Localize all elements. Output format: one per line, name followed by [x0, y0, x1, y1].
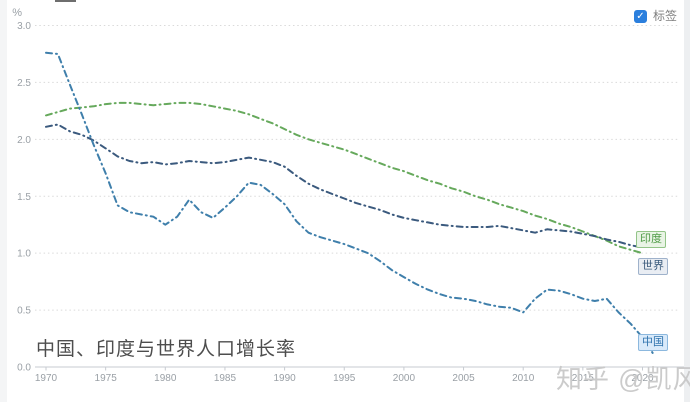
svg-text:1.0: 1.0 [17, 249, 31, 260]
labels-checkbox-label: 标签 [653, 9, 678, 23]
svg-text:2010: 2010 [512, 373, 535, 384]
svg-text:1975: 1975 [95, 373, 118, 384]
svg-text:1985: 1985 [214, 373, 237, 384]
svg-text:1.5: 1.5 [17, 192, 31, 203]
svg-text:1995: 1995 [333, 373, 356, 384]
svg-text:2005: 2005 [452, 373, 475, 384]
svg-text:2.5: 2.5 [17, 78, 31, 89]
svg-text:2000: 2000 [393, 373, 416, 384]
series-label-china: 中国 [638, 334, 668, 351]
svg-text:2015: 2015 [572, 373, 595, 384]
svg-text:%: % [12, 7, 22, 19]
svg-text:1980: 1980 [154, 373, 177, 384]
series-label-world: 世界 [638, 258, 668, 275]
labels-checkbox[interactable]: ✓ [634, 9, 647, 23]
svg-text:0.5: 0.5 [17, 306, 31, 317]
svg-text:1990: 1990 [273, 373, 296, 384]
svg-text:2.0: 2.0 [17, 135, 31, 146]
svg-text:2020: 2020 [631, 373, 654, 384]
chart-title: 中国、印度与世界人口增长率 [36, 339, 297, 360]
labels-toggle[interactable]: ✓ 标签 [634, 9, 677, 23]
watermark: 知乎 @凯风 [556, 364, 690, 394]
page-edge-left [0, 0, 7, 402]
checkmark-icon: ✓ [636, 10, 645, 22]
svg-text:0.0: 0.0 [17, 363, 31, 374]
page-edge-right [684, 0, 690, 402]
series-label-india: 印度 [636, 231, 666, 248]
svg-text:3.0: 3.0 [17, 21, 31, 32]
top-edge-artifact [55, 0, 76, 2]
svg-text:1970: 1970 [35, 373, 58, 384]
